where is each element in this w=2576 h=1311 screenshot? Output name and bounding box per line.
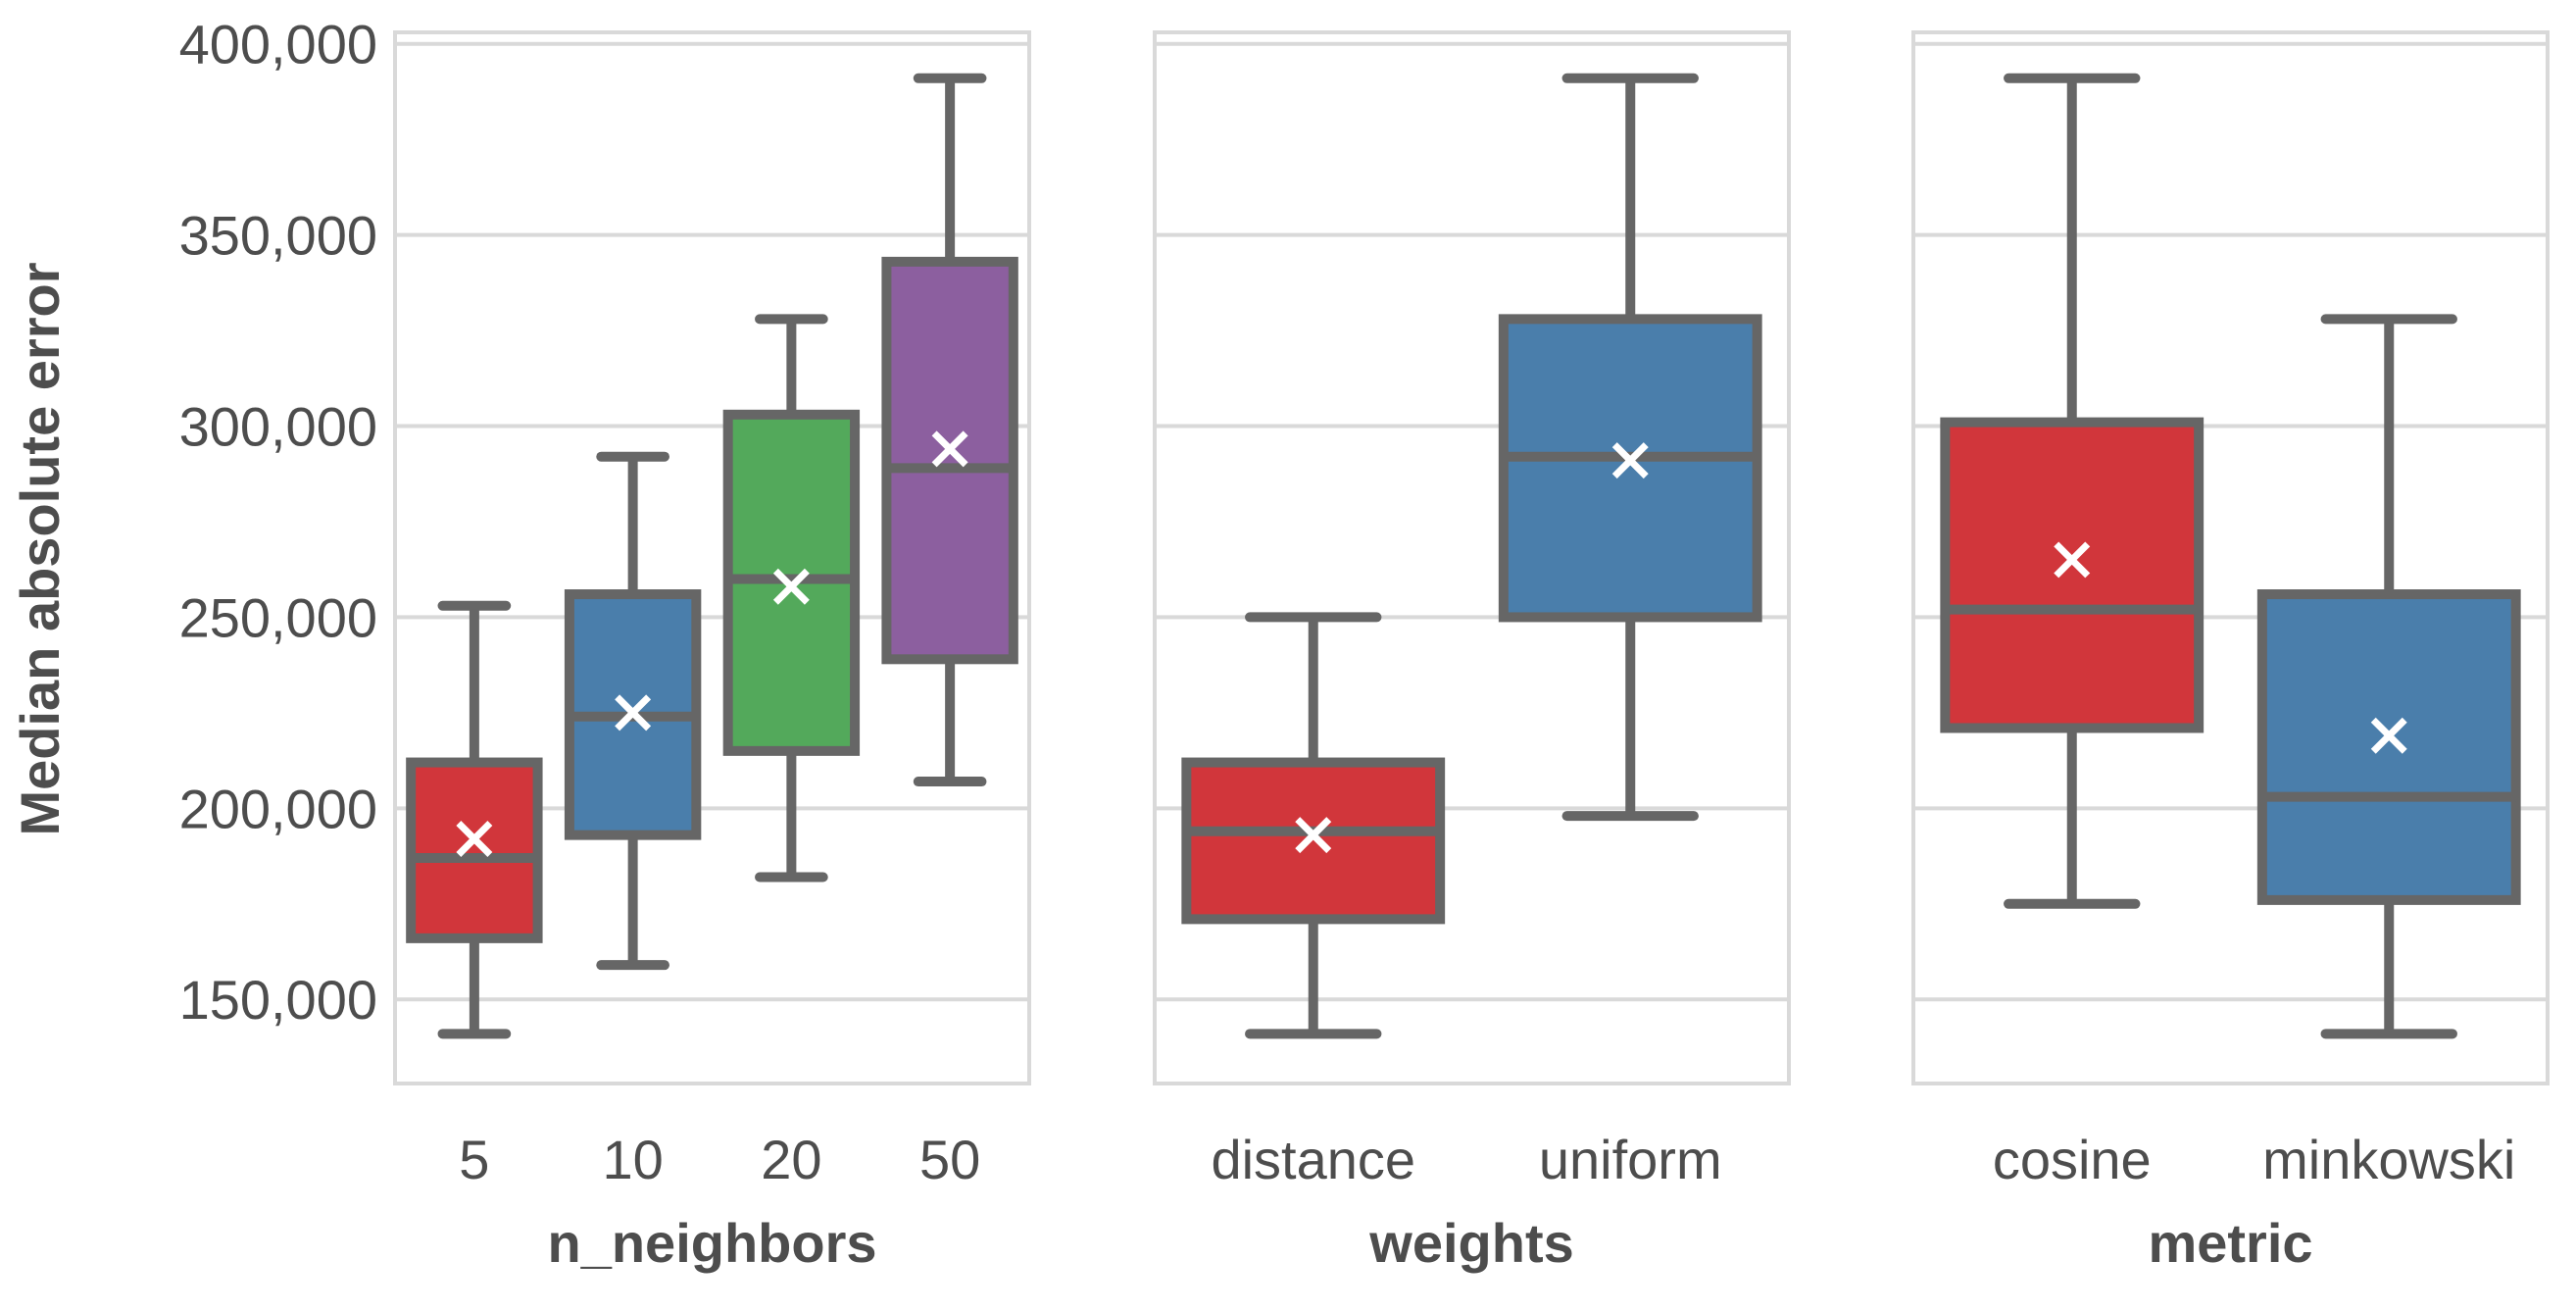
x-tick-label-2-0: cosine [1993,1129,2152,1190]
y-tick-label-1: 200,000 [179,778,377,839]
panel-frame-1 [1153,30,1791,1085]
x-axis-title-1: weights [1368,1212,1573,1274]
x-tick-label-0-0: 5 [459,1129,489,1190]
y-tick-label-5: 400,000 [179,14,377,76]
mean-marker-0-2 [772,568,810,605]
x-tick-label-0-3: 50 [919,1129,980,1190]
y-tick-label-4: 350,000 [179,205,377,267]
mean-marker-0-0 [456,821,493,857]
mean-marker-1-1 [1611,442,1649,479]
mean-marker-2-1 [2370,717,2407,754]
panel-frame-0 [393,30,1031,1085]
x-tick-label-1-1: uniform [1539,1129,1722,1190]
x-tick-label-0-2: 20 [761,1129,821,1190]
y-axis-title: Median absolute error [9,262,71,835]
box-0-0 [406,757,543,943]
box-1-1 [1498,314,1762,623]
x-axis-title-2: metric [2148,1212,2312,1274]
x-tick-label-1-0: distance [1211,1129,1415,1190]
mean-marker-1-0 [1295,817,1332,854]
mean-marker-0-1 [615,694,652,731]
y-tick-label-0: 150,000 [179,969,377,1031]
x-tick-label-2-1: minkowski [2262,1129,2515,1190]
y-tick-label-3: 300,000 [179,396,377,458]
box-0-3 [881,256,1018,665]
box-2-1 [2256,589,2521,905]
x-tick-label-0-1: 10 [602,1129,663,1190]
mean-marker-0-3 [931,430,968,468]
panel-frame-2 [1911,30,2550,1085]
box-2-0 [1940,417,2204,733]
mean-marker-2-0 [2054,541,2091,579]
x-axis-title-0: n_neighbors [547,1212,876,1274]
box-1-0 [1181,757,1446,925]
y-tick-label-2: 250,000 [179,586,377,648]
